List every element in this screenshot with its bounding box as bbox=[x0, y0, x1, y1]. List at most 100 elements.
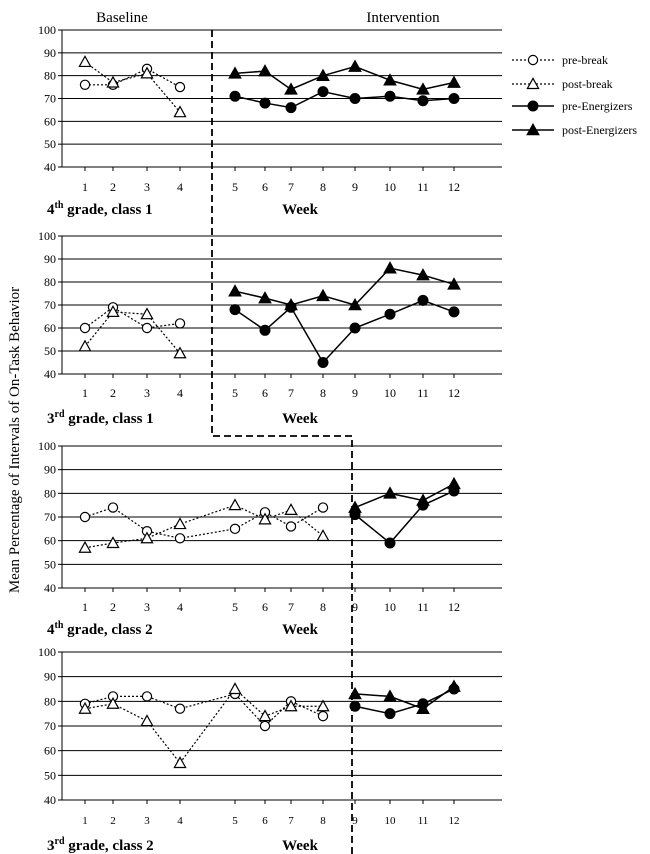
data-point bbox=[416, 82, 430, 95]
panel-title-superscript: th bbox=[55, 620, 64, 631]
data-point bbox=[384, 308, 396, 320]
x-tick-label: 7 bbox=[288, 815, 294, 827]
legend-marker bbox=[527, 100, 539, 112]
y-tick-label: 40 bbox=[44, 160, 56, 174]
y-tick-label: 70 bbox=[44, 298, 56, 312]
y-tick-label: 60 bbox=[44, 114, 56, 128]
data-point bbox=[174, 533, 186, 544]
phase-label-intervention: Intervention bbox=[366, 10, 440, 26]
y-tick-label: 80 bbox=[44, 275, 56, 289]
panel-title: 3rd grade, class 2 bbox=[47, 836, 154, 854]
x-tick-label: 11 bbox=[417, 386, 429, 400]
series-post-energizers bbox=[228, 59, 461, 95]
y-tick-label: 40 bbox=[44, 581, 56, 595]
phase-label-baseline: Baseline bbox=[96, 10, 148, 26]
data-point bbox=[383, 261, 397, 274]
phase-change-dashed-line bbox=[211, 30, 353, 854]
y-tick-label: 60 bbox=[44, 744, 56, 758]
y-tick-label: 80 bbox=[44, 69, 56, 83]
y-tick-label: 50 bbox=[44, 344, 56, 358]
week-label: Week bbox=[282, 202, 318, 218]
panel-title-superscript: rd bbox=[55, 409, 65, 420]
y-tick-label: 100 bbox=[38, 645, 56, 659]
x-tick-label: 1 bbox=[82, 180, 88, 194]
x-tick-label: 6 bbox=[262, 600, 268, 614]
x-tick-label: 12 bbox=[448, 600, 460, 614]
data-point bbox=[447, 476, 461, 490]
data-point bbox=[173, 517, 187, 530]
data-point bbox=[316, 699, 330, 712]
x-tick-label: 11 bbox=[417, 600, 429, 614]
legend-item-pre-energizers: pre-Energizers bbox=[512, 99, 633, 113]
data-point bbox=[259, 324, 271, 336]
x-tick-label: 5 bbox=[232, 386, 238, 400]
series-post-break bbox=[78, 682, 330, 769]
data-point bbox=[285, 102, 297, 114]
data-point bbox=[173, 105, 187, 118]
panel-title-grade: 3 bbox=[47, 411, 55, 427]
legend-marker bbox=[527, 54, 539, 66]
series-pre-energizers bbox=[229, 86, 460, 114]
y-tick-label: 70 bbox=[44, 719, 56, 733]
data-point bbox=[447, 679, 461, 692]
panel-title: 4th grade, class 2 bbox=[47, 620, 153, 638]
data-point bbox=[140, 66, 154, 79]
series-pre-energizers bbox=[229, 294, 460, 368]
x-tick-label: 8 bbox=[320, 815, 326, 827]
data-point bbox=[316, 288, 330, 302]
data-point bbox=[284, 297, 298, 311]
data-point bbox=[228, 284, 242, 297]
data-point bbox=[79, 79, 91, 91]
data-point bbox=[317, 357, 329, 368]
data-point bbox=[284, 699, 298, 712]
data-point bbox=[316, 68, 330, 81]
legend-marker bbox=[526, 77, 540, 90]
x-tick-label: 9 bbox=[352, 386, 358, 400]
data-point bbox=[284, 82, 298, 95]
data-point bbox=[317, 86, 329, 98]
x-tick-label: 11 bbox=[417, 180, 429, 194]
data-point bbox=[416, 493, 430, 506]
x-tick-label: 12 bbox=[448, 386, 460, 400]
y-tick-label: 100 bbox=[38, 229, 56, 243]
data-point bbox=[259, 720, 271, 732]
data-point bbox=[285, 521, 297, 532]
y-tick-label: 100 bbox=[38, 439, 56, 453]
series-line bbox=[234, 299, 455, 364]
x-tick-label: 6 bbox=[262, 386, 268, 400]
y-axis-label: Mean Percentage of Intervals of On-Task … bbox=[7, 287, 23, 593]
series-line bbox=[84, 693, 324, 727]
data-point bbox=[106, 696, 120, 709]
data-point bbox=[349, 93, 361, 104]
x-tick-label: 12 bbox=[448, 180, 460, 194]
data-point bbox=[383, 486, 397, 499]
data-point bbox=[78, 339, 92, 352]
data-point bbox=[416, 701, 430, 715]
y-tick-label: 90 bbox=[44, 46, 56, 60]
panel-title-superscript: rd bbox=[55, 836, 65, 847]
series-line bbox=[85, 68, 181, 88]
data-point bbox=[383, 73, 397, 86]
panel-title-grade: 3 bbox=[47, 838, 55, 854]
x-tick-label: 5 bbox=[232, 815, 238, 827]
x-tick-label: 4 bbox=[177, 386, 183, 400]
data-point bbox=[79, 511, 91, 523]
data-point bbox=[173, 756, 187, 769]
data-point bbox=[416, 268, 430, 281]
x-tick-label: 2 bbox=[110, 386, 116, 400]
data-point bbox=[141, 691, 153, 702]
data-point bbox=[106, 536, 120, 549]
series-line bbox=[354, 483, 455, 509]
data-point bbox=[448, 93, 460, 104]
series-line bbox=[84, 506, 324, 539]
y-tick-label: 80 bbox=[44, 486, 56, 500]
legend-item-post-energizers: post-Energizers bbox=[512, 122, 637, 137]
y-tick-label: 40 bbox=[44, 367, 56, 381]
x-tick-label: 9 bbox=[352, 815, 358, 827]
x-tick-label: 10 bbox=[384, 386, 396, 400]
x-tick-label: 1 bbox=[82, 600, 88, 614]
